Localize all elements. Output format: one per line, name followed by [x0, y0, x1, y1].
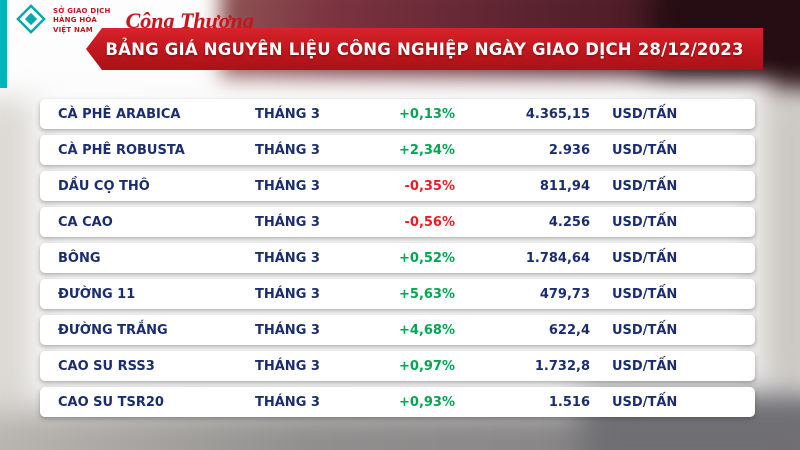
mxv-name-line1: SỞ GIAO DỊCH [53, 7, 111, 16]
unit-cell: USD/TẤN [612, 358, 678, 374]
commodity-name: ĐƯỜNG TRẮNG [58, 322, 168, 338]
table-row: ĐƯỜNG 11 THÁNG 3 +5,63% 479,73 USD/TẤN [40, 279, 755, 309]
change-percent-cell: +0,97% [399, 358, 455, 374]
contract-month-cell: THÁNG 3 [255, 178, 320, 194]
commodity-name: ĐƯỜNG 11 [58, 286, 136, 302]
contract-month-cell: THÁNG 3 [255, 142, 320, 158]
commodity-name: CÀ PHÊ ROBUSTA [58, 142, 185, 158]
table-row: ĐƯỜNG TRẮNG THÁNG 3 +4,68% 622,4 USD/TẤN [40, 315, 755, 345]
contract-month-cell: THÁNG 3 [255, 322, 320, 338]
page-title: BẢNG GIÁ NGUYÊN LIỆU CÔNG NGHIỆP NGÀY GI… [105, 39, 744, 59]
change-percent-cell: +2,34% [399, 142, 455, 158]
price-cell: 622,4 [548, 322, 590, 338]
mxv-diamond-icon [16, 4, 46, 38]
unit-cell: USD/TẤN [612, 178, 678, 194]
background-blur-right [762, 95, 800, 385]
table-row: CÀ PHÊ ROBUSTA THÁNG 3 +2,34% 2.936 USD/… [40, 135, 755, 165]
unit-cell: USD/TẤN [612, 286, 678, 302]
change-percent-cell: -0,56% [404, 214, 456, 230]
contract-month-cell: THÁNG 3 [255, 394, 320, 410]
contract-month-cell: THÁNG 3 [255, 214, 320, 230]
commodity-name: BÔNG [58, 250, 101, 266]
table-row: BÔNG THÁNG 3 +0,52% 1.784,64 USD/TẤN [40, 243, 755, 273]
price-table: CÀ PHÊ ARABICA THÁNG 3 +0,13% 4.365,15 U… [40, 99, 755, 417]
commodity-name: DẦU CỌ THÔ [58, 178, 150, 194]
change-percent-cell: +0,52% [399, 250, 455, 266]
commodity-name: CAO SU RSS3 [58, 358, 155, 374]
change-percent-cell: +0,93% [399, 394, 455, 410]
unit-cell: USD/TẤN [612, 106, 678, 122]
price-cell: 1.732,8 [534, 358, 590, 374]
table-row: DẦU CỌ THÔ THÁNG 3 -0,35% 811,94 USD/TẤN [40, 171, 755, 201]
change-percent-cell: +4,68% [399, 322, 455, 338]
title-banner: BẢNG GIÁ NGUYÊN LIỆU CÔNG NGHIỆP NGÀY GI… [86, 28, 763, 70]
unit-cell: USD/TẤN [612, 394, 678, 410]
unit-cell: USD/TẤN [612, 250, 678, 266]
unit-cell: USD/TẤN [612, 142, 678, 158]
change-percent-cell: +5,63% [399, 286, 455, 302]
change-percent-cell: +0,13% [399, 106, 455, 122]
mxv-name-line2: HÀNG HÓA [53, 16, 97, 25]
commodity-name: CÀ PHÊ ARABICA [58, 106, 181, 122]
price-cell: 1.784,64 [525, 250, 590, 266]
contract-month-cell: THÁNG 3 [255, 286, 320, 302]
price-cell: 1.516 [548, 394, 590, 410]
mxv-name-line3: VIỆT NAM [53, 25, 93, 34]
contract-month-cell: THÁNG 3 [255, 250, 320, 266]
unit-cell: USD/TẤN [612, 322, 678, 338]
unit-cell: USD/TẤN [612, 214, 678, 230]
table-row: CAO SU RSS3 THÁNG 3 +0,97% 1.732,8 USD/T… [40, 351, 755, 381]
commodity-name: CA CAO [58, 214, 113, 230]
teal-edge-bar [0, 0, 7, 88]
commodity-name: CAO SU TSR20 [58, 394, 164, 410]
contract-month-cell: THÁNG 3 [255, 358, 320, 374]
table-row: CAO SU TSR20 THÁNG 3 +0,93% 1.516 USD/TẤ… [40, 387, 755, 417]
change-percent-cell: -0,35% [404, 178, 456, 194]
table-row: CA CAO THÁNG 3 -0,56% 4.256 USD/TẤN [40, 207, 755, 237]
price-cell: 2.936 [548, 142, 590, 158]
background-blur-left [0, 100, 30, 410]
contract-month-cell: THÁNG 3 [255, 106, 320, 122]
price-cell: 479,73 [539, 286, 590, 302]
table-row: CÀ PHÊ ARABICA THÁNG 3 +0,13% 4.365,15 U… [40, 99, 755, 129]
price-cell: 4.365,15 [525, 106, 590, 122]
mxv-name: SỞ GIAO DỊCH HÀNG HÓA VIỆT NAM [53, 7, 111, 34]
price-cell: 4.256 [548, 214, 590, 230]
price-cell: 811,94 [539, 178, 590, 194]
